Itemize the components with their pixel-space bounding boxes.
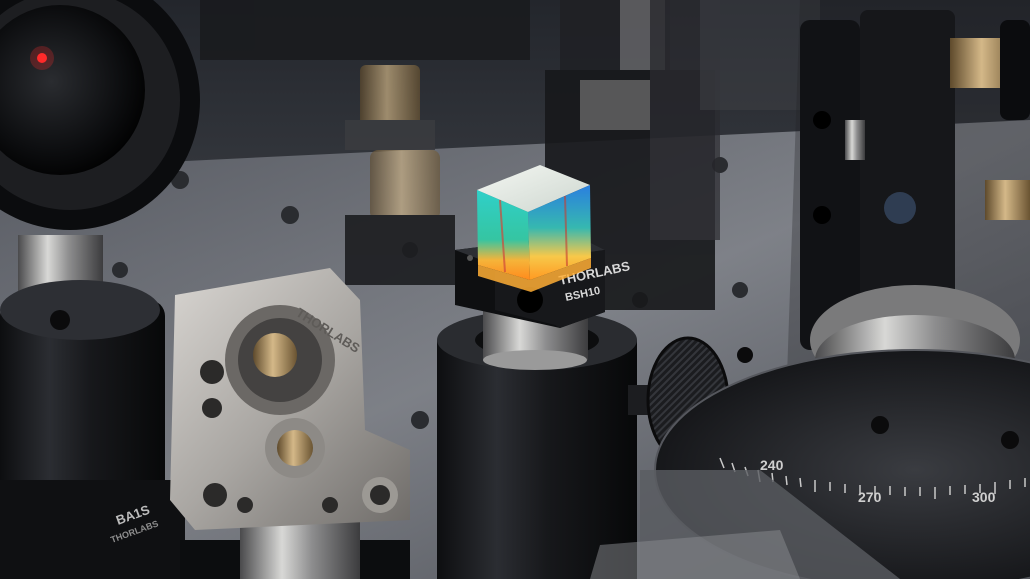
brass-adjuster xyxy=(277,430,313,466)
beamsplitter-cube xyxy=(477,165,591,292)
kinematic-mirror-mount xyxy=(170,268,410,579)
post-holder xyxy=(437,300,637,579)
scale-label-270: 270 xyxy=(858,489,882,505)
laser-dot xyxy=(37,53,47,63)
scale-label-300: 300 xyxy=(972,489,996,505)
scale-label-240: 240 xyxy=(760,457,784,473)
brass-adjuster xyxy=(253,333,297,377)
lens-mount xyxy=(0,0,200,579)
foreground-plate xyxy=(590,470,900,579)
